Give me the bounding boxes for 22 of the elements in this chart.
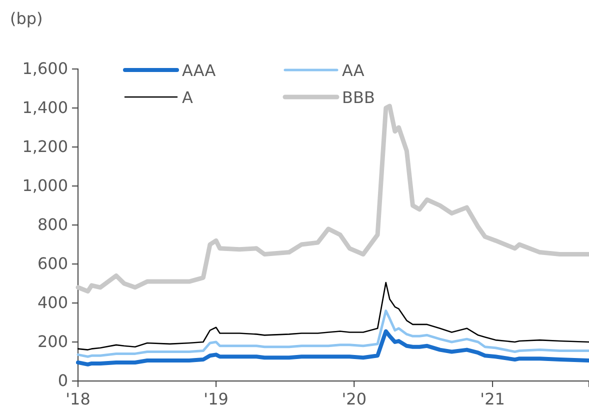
x-tick-label: '21 [480, 389, 505, 408]
legend-label: AA [342, 61, 364, 80]
y-tick-label: 1,600 [22, 59, 68, 78]
line-series [76, 329, 589, 366]
y-tick-label: 1,200 [22, 137, 68, 156]
y-tick-label: 200 [37, 332, 68, 352]
y-tick-label: 0 [58, 371, 68, 390]
legend-label: A [182, 88, 193, 107]
legend-label: BBB [342, 88, 375, 107]
y-tick-label: 400 [37, 293, 68, 312]
y-tick-label: 600 [37, 254, 68, 274]
y-tick-label: 1,400 [22, 98, 68, 118]
y-tick-label: 1,000 [22, 176, 68, 196]
x-tick-label: '18 [66, 389, 90, 408]
line-series [77, 282, 589, 350]
y-tick-label: 800 [37, 215, 68, 234]
x-tick-label: '20 [342, 389, 366, 408]
x-tick-label: '19 [204, 389, 228, 408]
y-axis-title: (bp) [10, 9, 43, 28]
line-series [76, 104, 589, 294]
legend-label: AAA [182, 61, 216, 80]
line-series [76, 310, 589, 358]
